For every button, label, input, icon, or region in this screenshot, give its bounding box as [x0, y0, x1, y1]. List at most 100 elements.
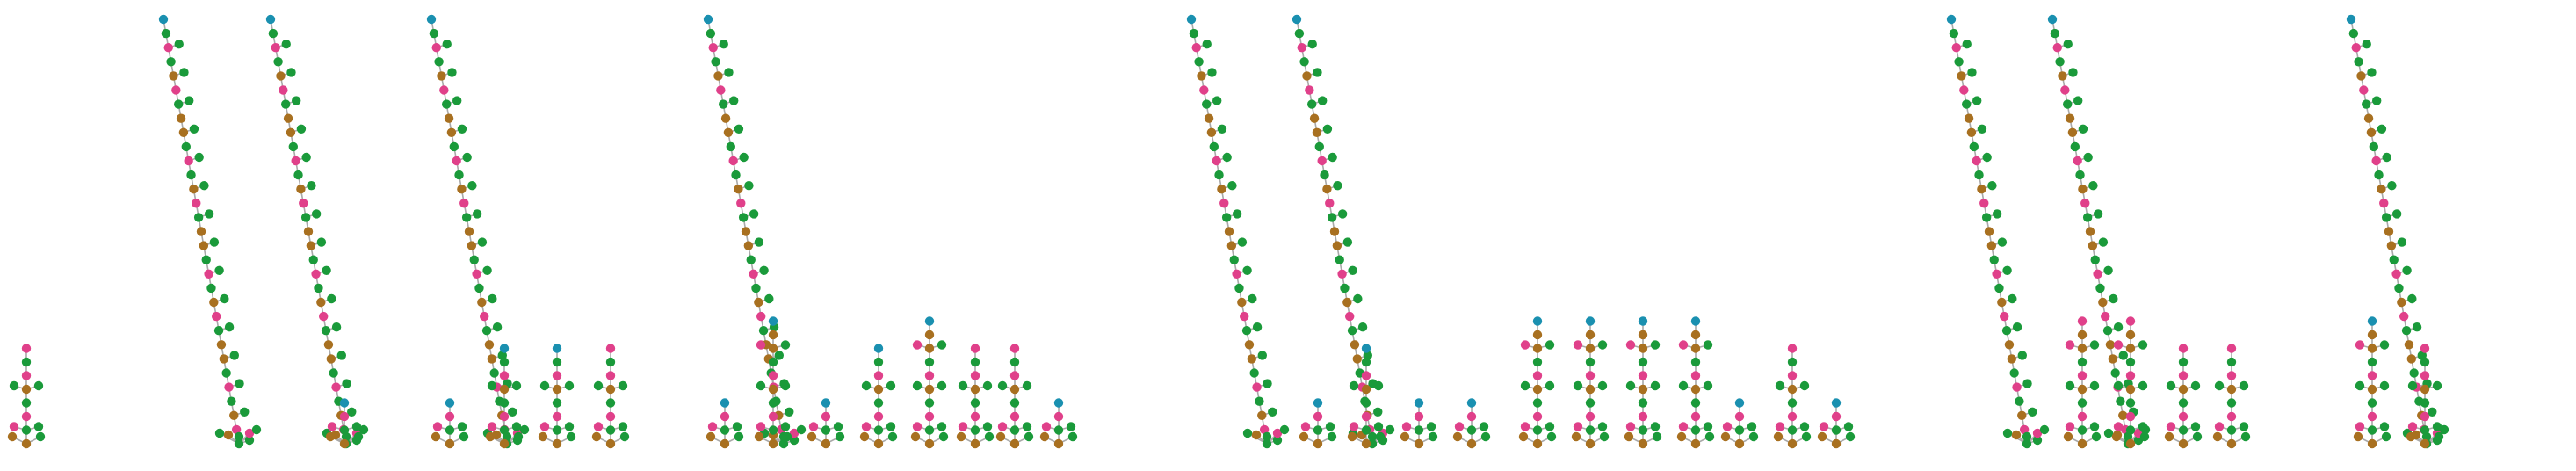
- tree-31-leaf-node: [2022, 379, 2032, 388]
- tree-27-stem-node: [1690, 425, 1701, 435]
- tree-36-leaf-node: [2214, 422, 2225, 431]
- tree-22-base-node: [1400, 431, 1410, 442]
- tree-26-leaf-node: [1650, 422, 1661, 431]
- tree-36-base-node: [2212, 431, 2223, 442]
- tree-37-leaf-node: [2372, 96, 2382, 105]
- tree-38-stem-node: [2367, 371, 2377, 380]
- tree-12-stem-node: [821, 398, 831, 408]
- tree-30-stem-node: [1831, 411, 1842, 422]
- tree-22-leaf-node: [1426, 422, 1436, 431]
- tree-10-base-node: [734, 431, 744, 442]
- tree-18-spine-node: [1199, 85, 1209, 95]
- tree-3-leaf-node: [327, 422, 337, 431]
- tree-16-stem-node: [1009, 398, 1020, 408]
- tree-35-stem-node: [2178, 398, 2189, 408]
- tree-36-stem-node: [2226, 344, 2237, 353]
- tree-4-spine-node: [472, 269, 481, 279]
- tree-34-stem-node: [2125, 398, 2136, 408]
- tree-31-fan-node: [2032, 428, 2043, 438]
- tree-2-spine-node: [311, 269, 321, 279]
- tree-37-leaf-node: [2391, 209, 2402, 219]
- tree-39-stem-node: [2420, 357, 2430, 367]
- tree-34-leaf-node: [2113, 340, 2124, 350]
- tree-9-leaf-node: [785, 407, 794, 417]
- tree-19-spine-node: [1340, 283, 1350, 293]
- node-layer: [7, 14, 2449, 449]
- tree-7-stem-node: [552, 384, 562, 395]
- tree-23-base-node: [1452, 431, 1463, 442]
- tree-30-base-node: [1845, 431, 1856, 442]
- tree-3-stem-node: [339, 398, 350, 408]
- tree-6-stem-node: [499, 371, 510, 380]
- tree-4-spine-node: [487, 354, 496, 364]
- tree-32-spine-node: [2070, 141, 2080, 152]
- tree-1-leaf-node: [240, 407, 250, 417]
- tree-6-stem-node: [499, 344, 510, 353]
- tree-11-stem-node: [768, 438, 778, 449]
- tree-27-leaf-node: [1703, 340, 1713, 350]
- tree-12-base-node: [807, 431, 817, 442]
- tree-35-leaf-node: [2190, 422, 2201, 431]
- tree-37-spine-node: [2401, 326, 2412, 336]
- tree-18-spine-node: [1204, 113, 1214, 123]
- tree-12-stem-node: [821, 438, 831, 449]
- tree-16-leaf-node: [997, 380, 1008, 391]
- tree-29-stem-node: [1787, 344, 1798, 353]
- tree-35-stem-node: [2178, 438, 2189, 449]
- tree-16-leaf-node: [1022, 422, 1032, 431]
- tree-37-leaf-node: [2387, 181, 2397, 191]
- tree-2-spine-node: [326, 354, 336, 364]
- tree-9-spine-node: [723, 127, 734, 137]
- tree-7-base-node: [538, 431, 548, 442]
- tree-33-leaf-node: [2089, 380, 2100, 391]
- tree-31-spine-node: [1959, 85, 1969, 95]
- tree-33-stem-node: [2077, 398, 2088, 408]
- tree-35-stem-node: [2178, 384, 2189, 395]
- tree-34-stem-node: [2125, 425, 2136, 435]
- tree-16-stem-node: [1009, 438, 1020, 449]
- tree-20-base-node: [1299, 431, 1309, 442]
- tree-31-spine-node: [2000, 311, 2009, 322]
- tree-21-leaf-node: [1349, 422, 1359, 431]
- tree-18-fan-node: [1251, 430, 1262, 440]
- tree-34-base-node: [2111, 431, 2122, 442]
- tree-2-spine-node: [276, 71, 286, 81]
- tree-31-spine-node: [1957, 71, 1966, 81]
- tree-9-leaf-node: [749, 209, 759, 219]
- tree-18-spine-node: [1237, 297, 1247, 308]
- tree-31-spine-node: [1979, 199, 1989, 208]
- tree-9-spine-node: [711, 57, 720, 67]
- tree-5-base-node: [459, 431, 469, 442]
- tree-13-stem-node: [873, 384, 884, 395]
- tree-18-leaf-node: [1242, 265, 1252, 275]
- tree-2-spine-node: [273, 57, 283, 67]
- tree-17-stem-node: [1053, 425, 1064, 435]
- tree-37-spine-node: [2359, 85, 2369, 95]
- tree-19-spine-node: [1335, 255, 1344, 264]
- tree-5-stem-node: [445, 438, 455, 449]
- tree-7-stem-node: [552, 357, 562, 367]
- tree-32-leaf-node: [2068, 68, 2078, 77]
- tree-10-leaf-node: [707, 422, 718, 431]
- tree-15-stem-node: [970, 384, 980, 395]
- tree-4-leaf-node: [457, 124, 467, 134]
- tree-37-leaf-node: [2367, 68, 2377, 77]
- tree-1-leaf-node: [185, 96, 194, 105]
- tree-0-leaf-node: [9, 422, 19, 431]
- tree-37-leaf-node: [2407, 293, 2417, 304]
- tree-0-stem-node: [21, 344, 32, 353]
- tree-20-stem-node: [1313, 425, 1323, 435]
- tree-19-spine-node: [1309, 113, 1320, 123]
- tree-29-leaf-node: [1775, 422, 1785, 431]
- tree-13-stem-node: [873, 344, 884, 353]
- tree-33-stem-node: [2077, 357, 2088, 367]
- tree-11-base-node: [754, 431, 764, 442]
- tree-16-stem-node: [1009, 425, 1020, 435]
- tree-31-leaf-node: [2017, 351, 2027, 360]
- tree-11-base-node: [782, 431, 792, 442]
- tree-33-stem-node: [2077, 371, 2088, 380]
- tree-29-stem-node: [1787, 398, 1798, 408]
- tree-32-spine-node: [2105, 340, 2116, 350]
- tree-31-fan-node: [2011, 430, 2022, 440]
- tree-15-stem-node: [970, 411, 980, 422]
